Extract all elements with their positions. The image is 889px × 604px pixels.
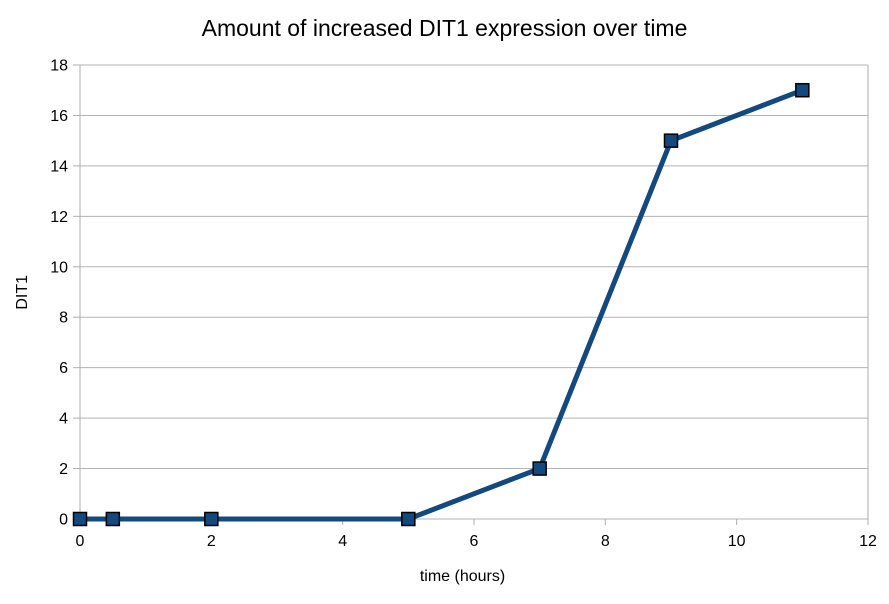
- x-tick-label: 2: [207, 533, 216, 550]
- y-tick-label: 16: [50, 108, 68, 125]
- x-tick-label: 4: [338, 533, 347, 550]
- x-tick-label: 6: [470, 533, 479, 550]
- x-tick-label: 12: [859, 533, 877, 550]
- chart-title: Amount of increased DIT1 expression over…: [201, 15, 688, 41]
- data-point-marker: [72, 511, 88, 527]
- x-tick-label: 8: [601, 533, 610, 550]
- y-tick-label: 14: [50, 158, 68, 175]
- data-point-marker: [204, 511, 219, 527]
- y-tick-label: 12: [50, 209, 68, 226]
- x-tick-label: 10: [728, 533, 746, 550]
- y-tick-label: 18: [50, 58, 68, 75]
- data-point-marker: [401, 511, 416, 527]
- data-line-DIT1: [80, 87, 804, 522]
- y-tick-label: 6: [59, 360, 68, 377]
- y-tick-label: 8: [59, 310, 68, 327]
- y-tick-label: 2: [59, 461, 68, 478]
- data-point-marker: [105, 511, 121, 527]
- y-tick-label: 0: [59, 512, 68, 529]
- x-axis-title: time (hours): [419, 568, 506, 585]
- y-tick-label: 4: [59, 411, 68, 428]
- data-point-marker: [795, 82, 810, 98]
- data-point-marker: [532, 461, 547, 476]
- data-point-marker: [663, 133, 679, 148]
- y-tick-label: 10: [50, 259, 68, 276]
- x-tick-label: 0: [76, 533, 85, 550]
